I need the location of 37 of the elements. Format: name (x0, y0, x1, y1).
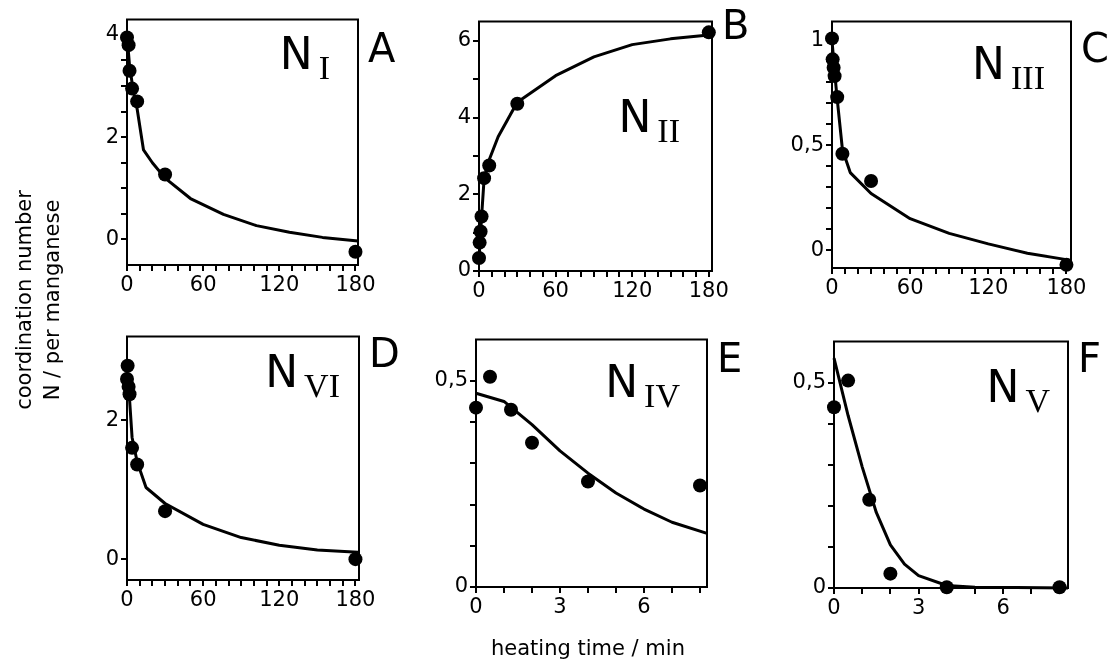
x-axis-title: heating time / min (490, 636, 686, 660)
y-tick-label: 4 (105, 21, 119, 46)
y-tick-label: 2 (105, 123, 119, 148)
y-tick-label: 0 (105, 545, 119, 570)
y-tick-label: 1 (810, 26, 824, 51)
x-tick-label: 3 (911, 595, 926, 620)
y-tick-label: 0,5 (434, 367, 468, 392)
y-axis-title: coordination number N / per manganese (11, 189, 65, 412)
text: C (1081, 24, 1109, 71)
x-tick-label: 60 (542, 278, 569, 303)
x-tick-label: 180 (335, 272, 376, 297)
x-tick-label: 60 (896, 275, 924, 300)
x-tick-label: 180 (335, 587, 376, 612)
y-tick-label: 6 (457, 27, 471, 52)
text: A (368, 24, 396, 71)
text: B (722, 1, 750, 48)
y-tick-label: 4 (457, 103, 471, 128)
x-tick-label: 60 (189, 587, 217, 612)
text: E (717, 334, 743, 381)
text: F (1078, 334, 1102, 381)
x-tick-label: 120 (968, 275, 1009, 300)
text: D (369, 329, 400, 376)
x-tick-label: 120 (259, 272, 300, 297)
y-tick-label: 2 (457, 180, 471, 205)
x-tick-label: 120 (259, 587, 300, 612)
x-tick-label: 6 (637, 594, 651, 619)
x-tick-label: 6 (996, 595, 1010, 620)
y-tick-label: 0 (105, 225, 119, 250)
y-tick-label: 0,5 (790, 131, 824, 156)
y-tick-label: 0,5 (792, 369, 826, 394)
y-tick-label: 0 (810, 236, 824, 261)
x-tick-label: 60 (189, 272, 217, 297)
y-tick-label: 2 (105, 406, 119, 431)
x-tick-label: 3 (553, 594, 567, 619)
x-tick-label: 180 (688, 278, 729, 303)
x-tick-label: 120 (612, 278, 653, 303)
x-tick-label: 180 (1046, 275, 1087, 300)
